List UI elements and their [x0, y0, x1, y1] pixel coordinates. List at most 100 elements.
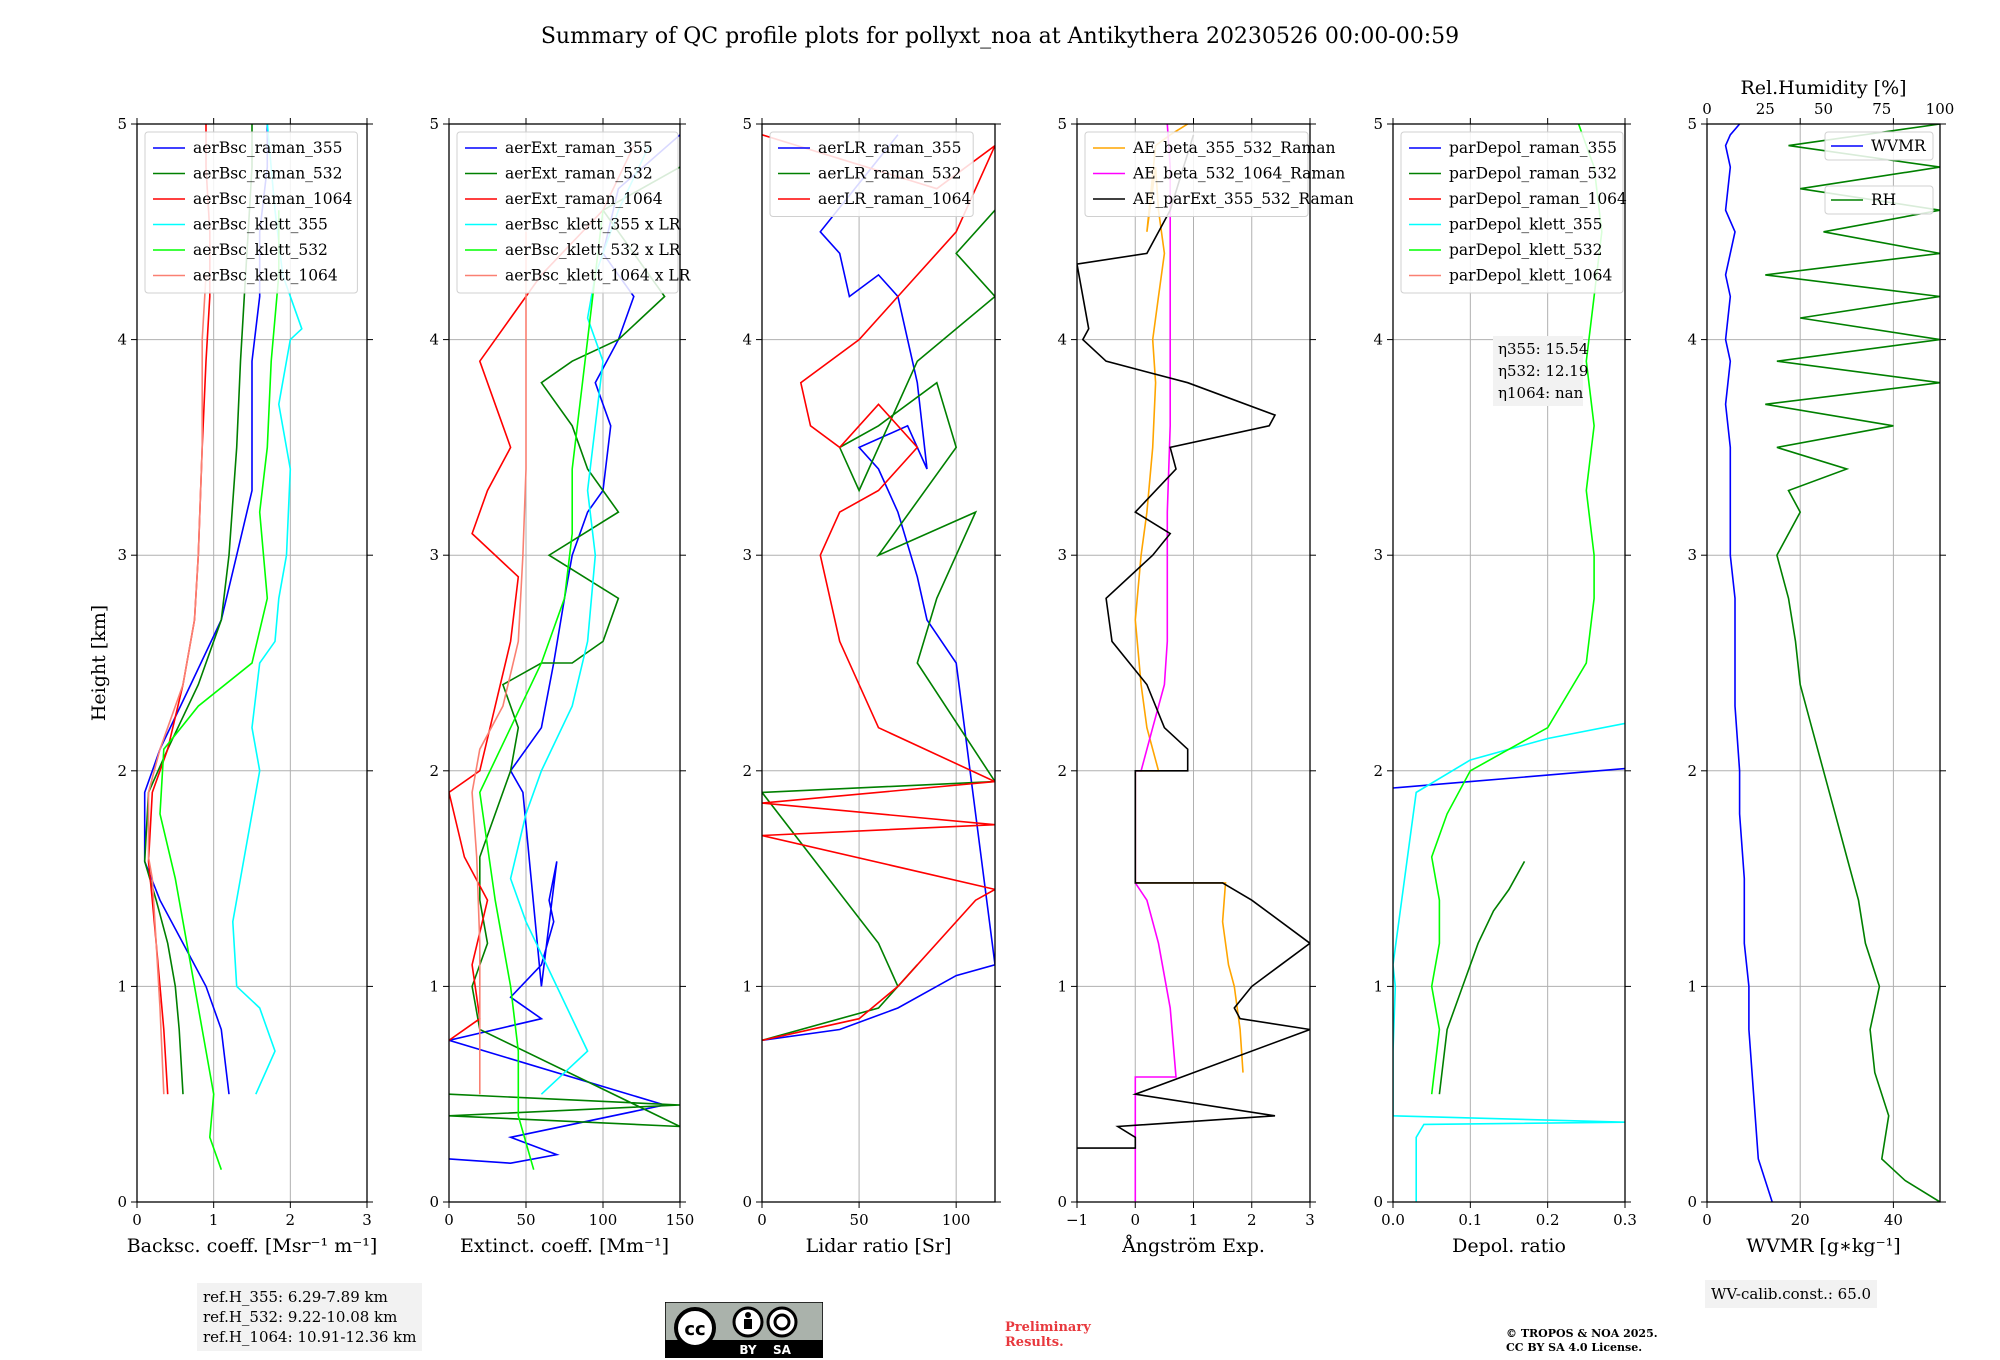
y-tick-label-1: 1 — [1057, 977, 1067, 995]
eta-annotation-line-2: η1064: nan — [1498, 384, 1584, 402]
cc-by-sa-badge: cc BY SA — [665, 1302, 823, 1358]
y-tick-label-5: 5 — [429, 115, 439, 133]
legend-label-2: parDepol_raman_1064 — [1449, 190, 1627, 208]
legend-box — [456, 131, 679, 294]
x2-tick-label-1: 25 — [1756, 100, 1775, 118]
wv-calibration-box: WV-calib.const.: 65.0 — [1705, 1280, 1878, 1308]
legend-label-3: parDepol_klett_355 — [1449, 216, 1602, 234]
preliminary-results-note: Preliminary Results. — [1005, 1320, 1091, 1350]
x-tick-label-1: 50 — [516, 1211, 535, 1229]
legend-box-1 — [1824, 185, 1934, 215]
x-axis-label: Ångström Exp. — [1121, 1235, 1265, 1257]
x-axis-label: Depol. ratio — [1452, 1235, 1566, 1257]
x-tick-label-2: 0.2 — [1536, 1211, 1560, 1229]
legend-label-4: parDepol_klett_532 — [1449, 241, 1602, 259]
x2-tick-label-2: 50 — [1814, 100, 1833, 118]
legend-label-1: aerLR_raman_532 — [818, 165, 961, 183]
x-tick-label-1: 0 — [1130, 1211, 1140, 1229]
x-tick-label-0: −1 — [1066, 1211, 1088, 1229]
y-tick-label-5: 5 — [1373, 115, 1383, 133]
legend-label-4: aerBsc_klett_532 x LR — [505, 241, 682, 259]
legend-box-0 — [1824, 131, 1934, 161]
x-tick-label-1: 1 — [209, 1211, 219, 1229]
y-tick-label-0: 0 — [1057, 1193, 1067, 1211]
axes-frame — [136, 123, 368, 1203]
legend-label-0: parDepol_raman_355 — [1449, 139, 1617, 157]
legend-box — [769, 131, 974, 217]
y-tick-label-3: 3 — [429, 546, 439, 564]
y-tick-label-0: 0 — [117, 1193, 127, 1211]
series-line-0 — [1134, 124, 1244, 1073]
eta-annotation-box — [1493, 336, 1583, 406]
x-tick-label-4: 3 — [1305, 1211, 1315, 1229]
series-layer — [1724, 124, 1940, 1202]
reference-heights-box: ref.H_355: 6.29-7.89 km ref.H_532: 9.22-… — [197, 1283, 423, 1351]
y-tick-label-5: 5 — [1057, 115, 1067, 133]
legend-label-2: aerLR_raman_1064 — [818, 190, 971, 208]
y-tick-label-3: 3 — [1057, 546, 1067, 564]
y-tick-label-0: 0 — [1373, 1193, 1383, 1211]
y-tick-label-3: 3 — [1373, 546, 1383, 564]
series-line-1 — [1134, 124, 1177, 1202]
series-line-5 — [471, 231, 527, 1095]
legend-label-1: aerBsc_raman_532 — [193, 165, 343, 183]
legend-box — [1084, 131, 1309, 217]
legend-label-1: parDepol_raman_532 — [1449, 165, 1617, 183]
ref-height-355: ref.H_355: 6.29-7.89 km — [203, 1288, 388, 1306]
svg-text:SA: SA — [773, 1343, 792, 1357]
y-tick-label-1: 1 — [742, 977, 752, 995]
y-tick-label-0: 0 — [429, 1193, 439, 1211]
series-line-1 — [1765, 124, 1940, 1202]
series-line-0 — [762, 134, 995, 1042]
axes-frame — [448, 123, 681, 1203]
panel-1: 0 1 2 3 0 1 2 3 4 5 Backsc. coeff. [Msr⁻¹ m⁻¹] Heig… — [88, 115, 377, 1257]
share-alike-icon — [766, 1306, 798, 1338]
legend-label-2: AE_parExt_355_532_Raman — [1132, 190, 1354, 208]
panel-2: 0 50 100 150 0 1 2 3 4 5 Extinct. coeff. [Mm⁻¹] aer… — [429, 115, 694, 1257]
x-tick-label-0: 0 — [1702, 1211, 1712, 1229]
y-tick-label-5: 5 — [1687, 115, 1697, 133]
preliminary-line-2: Results. — [1005, 1335, 1064, 1350]
legend-label-0: AE_beta_355_532_Raman — [1132, 139, 1335, 157]
legend-label-0: aerLR_raman_355 — [818, 139, 961, 157]
y-tick-label-5: 5 — [742, 115, 752, 133]
y-tick-label-4: 4 — [1373, 331, 1383, 349]
series-line-4 — [159, 210, 280, 1170]
eta-annotation-line-1: η532: 12.19 — [1498, 362, 1588, 380]
axes-frame — [1392, 123, 1626, 1203]
series-line-0 — [449, 134, 680, 1165]
x-tick-label-1: 20 — [1791, 1211, 1810, 1229]
legend-label-2: aerBsc_raman_1064 — [193, 190, 353, 208]
legend-label-1: RH — [1871, 191, 1896, 209]
eta-annotation-line-0: η355: 15.54 — [1498, 340, 1588, 358]
copyright-line-2: CC BY SA 4.0 License. — [1506, 1341, 1643, 1354]
y-tick-label-3: 3 — [742, 546, 752, 564]
y-tick-label-5: 5 — [117, 115, 127, 133]
ref-height-532: ref.H_532: 9.22-10.08 km — [203, 1308, 398, 1326]
cc-icon — [674, 1307, 716, 1349]
series-line-2 — [1077, 134, 1310, 1149]
x-tick-label-3: 0.3 — [1613, 1211, 1637, 1229]
y-tick-label-1: 1 — [1687, 977, 1697, 995]
x-axis-label: Backsc. coeff. [Msr⁻¹ m⁻¹] — [127, 1235, 378, 1257]
legend-box — [1400, 131, 1624, 294]
y-tick-label-2: 2 — [1057, 762, 1067, 780]
x2-tick-label-4: 100 — [1926, 100, 1955, 118]
x2-tick-label-3: 75 — [1872, 100, 1891, 118]
panel-5: 0.0 0.1 0.2 0.3 0 1 2 3 4 5 Depol. ratio parDepol_r… — [1373, 115, 1636, 1257]
series-layer — [762, 134, 995, 1042]
ref-height-1064: ref.H_1064: 10.91-12.36 km — [203, 1328, 417, 1346]
y-tick-label-3: 3 — [117, 546, 127, 564]
y-tick-label-1: 1 — [429, 977, 439, 995]
series-line-5 — [147, 274, 207, 1095]
x-tick-label-3: 150 — [666, 1211, 695, 1229]
legend-label-5: parDepol_klett_1064 — [1449, 267, 1612, 285]
y-tick-label-1: 1 — [1373, 977, 1383, 995]
series-line-3 — [231, 124, 303, 1095]
legend-label-3: aerBsc_klett_355 x LR — [505, 216, 682, 234]
x-tick-label-0: 0 — [757, 1211, 767, 1229]
axes-frame — [761, 123, 996, 1203]
series-line-0 — [1724, 124, 1773, 1202]
